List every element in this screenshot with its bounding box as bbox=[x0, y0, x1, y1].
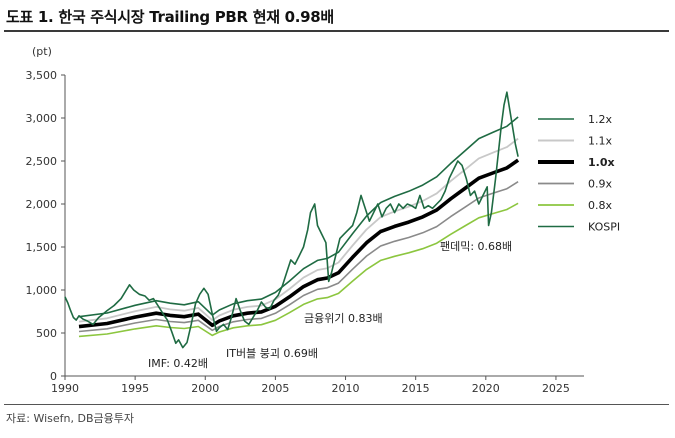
legend: 1.2x 1.1x 1.0x 0.9x 0.8x KOSPI bbox=[538, 113, 620, 234]
x-tick-label: 2025 bbox=[542, 382, 570, 395]
legend-label-1-0x: 1.0x bbox=[588, 156, 615, 169]
x-tick-label: 2020 bbox=[472, 382, 500, 395]
y-axis-unit-label: (pt) bbox=[32, 45, 52, 58]
legend-label-1-1x: 1.1x bbox=[588, 135, 612, 148]
annotations: IMF: 0.42배 IT버블 붕괴 0.69배 금융위기 0.83배 팬데믹: 0.… bbox=[148, 240, 512, 370]
x-tick-label: 1995 bbox=[121, 382, 149, 395]
annotation-2: IT버블 붕괴 0.69배 bbox=[226, 347, 318, 360]
series-line-1-1x bbox=[78, 137, 519, 323]
series-line-0-8x bbox=[78, 202, 519, 338]
title-rule bbox=[4, 30, 669, 32]
annotation-4: 팬데믹: 0.68배 bbox=[440, 240, 512, 253]
source-note: 자료: Wisefn, DB금융투자 bbox=[6, 412, 134, 425]
x-tick-label: 2000 bbox=[191, 382, 219, 395]
y-tick-label: 3,500 bbox=[26, 69, 58, 82]
annotation-1: IMF: 0.42배 bbox=[148, 357, 208, 370]
x-tick-label: 2010 bbox=[332, 382, 360, 395]
x-tick-label: 2015 bbox=[402, 382, 430, 395]
pbr-band-chart: (pt) 0 500 1,000 1,500 2,000 2,500 3,000 3,500 1… bbox=[26, 45, 621, 395]
y-tick-label: 2,000 bbox=[26, 198, 58, 211]
series-line-kospi bbox=[64, 91, 519, 349]
legend-label-kospi: KOSPI bbox=[588, 221, 620, 234]
series-line-1-2x bbox=[78, 116, 519, 318]
x-tick-label: 1990 bbox=[51, 382, 79, 395]
legend-label-0-8x: 0.8x bbox=[588, 199, 612, 212]
y-tick-label: 3,000 bbox=[26, 112, 58, 125]
plot-area: 0 500 1,000 1,500 2,000 2,500 3,000 3,500 1990 19… bbox=[26, 69, 584, 395]
y-tick-label: 500 bbox=[36, 327, 57, 340]
annotation-3: 금융위기 0.83배 bbox=[304, 312, 383, 325]
y-tick-label: 2,500 bbox=[26, 155, 58, 168]
y-tick-label: 1,000 bbox=[26, 284, 58, 297]
series-line-0-9x bbox=[78, 181, 519, 333]
y-tick-label: 1,500 bbox=[26, 241, 58, 254]
series-line-1-0x bbox=[78, 158, 520, 329]
legend-label-1-2x: 1.2x bbox=[588, 113, 612, 126]
legend-label-0-9x: 0.9x bbox=[588, 178, 612, 191]
footer-rule bbox=[4, 404, 669, 405]
chart-title: 도표 1. 한국 주식시장 Trailing PBR 현재 0.98배 bbox=[6, 8, 334, 26]
y-tick-label: 0 bbox=[50, 370, 57, 383]
x-tick-label: 2005 bbox=[261, 382, 289, 395]
